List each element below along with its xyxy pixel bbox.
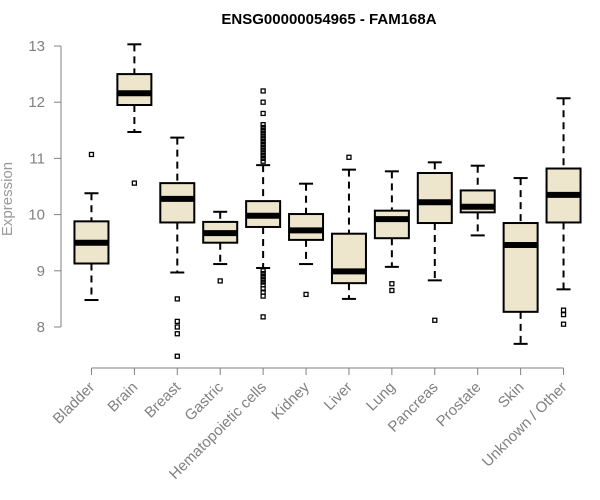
outlier-point	[260, 155, 266, 162]
box-group	[502, 177, 539, 345]
y-axis: 8 9 10 11 12 13	[28, 38, 62, 336]
box	[159, 182, 196, 224]
outlier-point	[174, 353, 180, 359]
y-tick-label: 9	[37, 263, 45, 280]
outlier-point	[260, 122, 266, 128]
outlier-point	[260, 124, 266, 131]
x-tick-label: Liver	[321, 379, 356, 414]
outlier-point	[389, 287, 395, 294]
plot-area	[73, 43, 582, 359]
outlier-point	[131, 180, 138, 186]
box-group	[330, 154, 367, 300]
x-tick-label: Bladder	[50, 379, 99, 428]
outlier-point	[260, 279, 266, 285]
box-group	[116, 43, 153, 186]
outlier-point	[260, 276, 266, 282]
outlier-point	[260, 147, 266, 153]
x-tick-label: Skin	[495, 379, 528, 412]
outlier-point	[174, 296, 180, 302]
outlier-point	[174, 324, 180, 330]
box-group	[245, 88, 282, 320]
box-group	[416, 161, 453, 323]
box	[502, 222, 539, 313]
box-group	[545, 97, 582, 327]
outlier-point	[560, 311, 567, 318]
y-tick-label: 13	[28, 38, 45, 55]
outlier-point	[260, 314, 266, 320]
x-tick-label: Kidney	[268, 378, 313, 423]
box-group	[73, 151, 110, 302]
y-tick-label: 10	[28, 207, 45, 224]
outlier-point	[303, 291, 309, 298]
outlier-point	[432, 317, 438, 323]
outlier-point	[260, 133, 266, 139]
x-tick-label: Lung	[363, 379, 399, 415]
y-tick-label: 11	[29, 150, 45, 167]
box-group	[459, 164, 496, 237]
y-tick-label: 12	[28, 94, 45, 111]
outlier-point	[260, 136, 266, 142]
outlier-point	[260, 270, 266, 277]
box-group	[288, 182, 325, 298]
x-tick-label: Prostate	[433, 379, 485, 431]
x-tick-label: Brain	[104, 379, 141, 416]
outlier-point	[260, 144, 266, 150]
y-tick-label: 8	[37, 319, 45, 336]
x-tick-label: Breast	[141, 378, 184, 421]
outlier-point	[174, 331, 180, 337]
outlier-point	[389, 281, 395, 287]
outlier-point	[260, 99, 266, 105]
box	[288, 213, 325, 241]
outlier-point	[260, 130, 266, 136]
box	[330, 232, 367, 285]
box-group	[373, 170, 410, 294]
outlier-point	[560, 321, 567, 327]
y-axis-label: Expression	[0, 162, 16, 236]
outlier-point	[260, 110, 266, 117]
box-group	[159, 136, 196, 359]
box	[416, 172, 453, 225]
outlier-point	[260, 127, 266, 133]
chart-title: ENSG00000054965 - FAM168A	[221, 11, 436, 28]
outlier-point	[217, 278, 223, 284]
outlier-point	[260, 268, 266, 274]
outlier-point	[346, 154, 352, 160]
outlier-point	[174, 318, 180, 325]
outlier-point	[260, 141, 266, 148]
box-group	[202, 210, 239, 284]
outlier-point	[260, 158, 266, 164]
outlier-point	[260, 88, 266, 94]
outlier-point	[260, 293, 266, 299]
outlier-point	[260, 273, 266, 280]
box	[116, 73, 153, 107]
outlier-point	[560, 307, 567, 313]
outlier-point	[260, 138, 266, 145]
outlier-point	[260, 150, 266, 156]
outlier-point	[260, 152, 266, 159]
box	[373, 209, 410, 240]
outlier-point	[88, 151, 95, 158]
